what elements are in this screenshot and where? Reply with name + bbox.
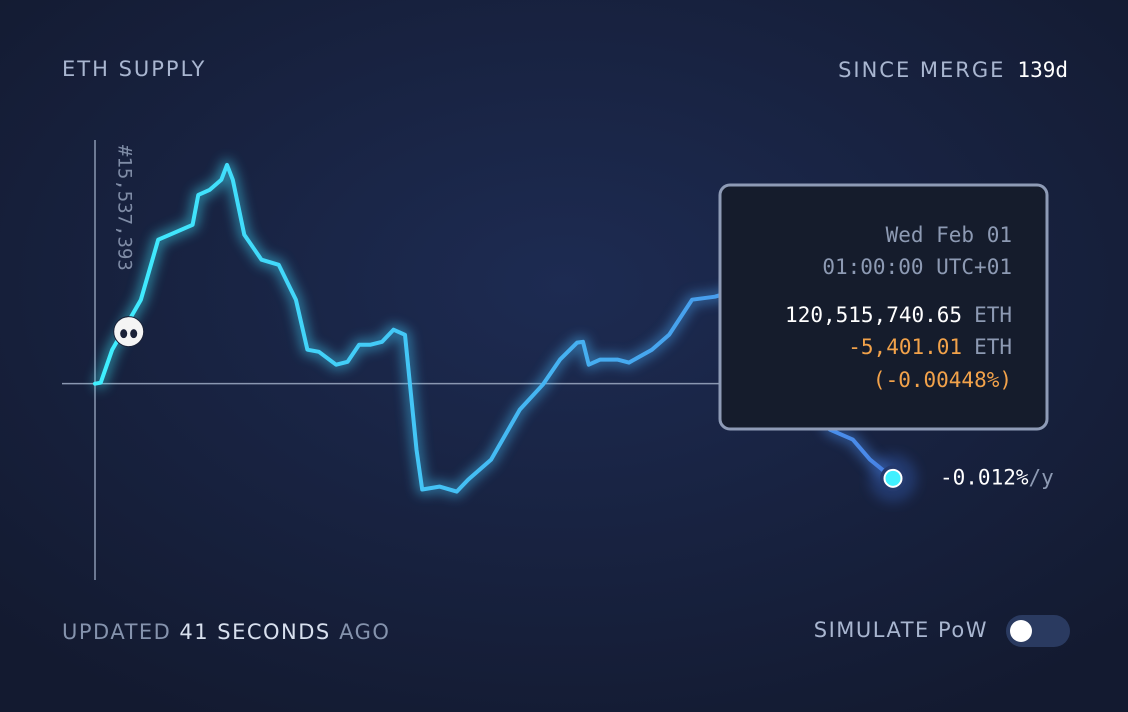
rate: -0.012%/y [940, 465, 1054, 489]
panda-icon [113, 316, 145, 348]
updated-suffix: AGO [339, 620, 390, 644]
supply-unit: ETH [974, 303, 1012, 327]
panda-eye [130, 329, 138, 339]
change-value: -5,401.01 [848, 335, 962, 359]
supply-value: 120,515,740.65 [785, 303, 962, 327]
updated: UPDATED 41 SECONDS AGO [62, 620, 390, 644]
tooltip-box [718, 183, 1049, 431]
rate-value: -0.012% [940, 465, 1029, 489]
tooltip-change: -5,401.01 ETH [848, 335, 1012, 359]
panda-eye [120, 329, 128, 339]
toggle-knob[interactable] [1010, 620, 1032, 642]
since-merge: SINCE MERGE 139d [838, 58, 1068, 82]
change-unit: ETH [974, 335, 1012, 359]
since-label: SINCE MERGE [838, 58, 1005, 82]
title: ETH SUPPLY [62, 57, 206, 81]
since-value: 139d [1017, 58, 1068, 82]
rate-unit: /y [1029, 465, 1054, 489]
supply-line [93, 162, 895, 494]
end-point [883, 468, 903, 488]
merge-block: #15,537,393 [114, 145, 136, 271]
tooltip: Wed Feb 01 01:00:00 UTC+01 120,515,740.6… [718, 183, 1049, 431]
tooltip-change-pct: (-0.00448%) [873, 368, 1012, 392]
updated-value: 41 SECONDS [179, 620, 331, 644]
simulate-label: SIMULATE PoW [814, 618, 988, 642]
tooltip-date: Wed Feb 01 [886, 223, 1012, 247]
tooltip-supply: 120,515,740.65 ETH [785, 303, 1012, 327]
tooltip-time: 01:00:00 UTC+01 [822, 255, 1012, 279]
plot: #15,537,393 -0.012%/y [62, 140, 1054, 580]
simulate-toggle[interactable] [1006, 615, 1070, 647]
updated-prefix: UPDATED [62, 620, 171, 644]
